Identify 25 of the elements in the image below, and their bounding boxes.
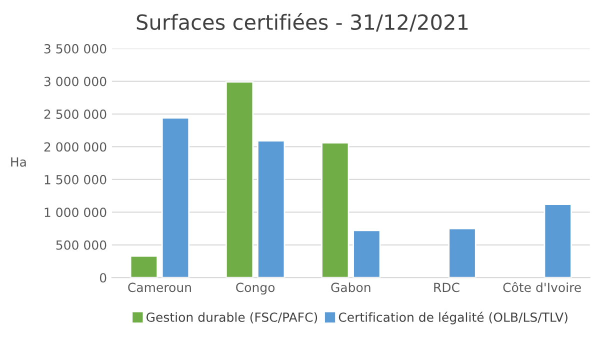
y-tick-label: 1 000 000 [44, 208, 106, 218]
bar [225, 81, 254, 278]
x-tick-label: RDC [434, 282, 460, 292]
y-axis-title: Ha [11, 157, 26, 167]
y-tick-label: 1 500 000 [44, 174, 106, 184]
y-tick-label: 2 000 000 [44, 142, 106, 152]
bar [130, 255, 158, 278]
y-tick-label: 3 000 000 [44, 76, 106, 86]
bar [161, 117, 190, 278]
x-tick-label: Cameroun [128, 282, 191, 292]
bar [321, 142, 350, 278]
chart-title: Surfaces certifiées - 31/12/2021 [136, 13, 468, 32]
y-tick-label: 2 500 000 [44, 109, 106, 119]
x-tick-label: Côte d'Ivoire [503, 282, 581, 292]
bar [257, 140, 286, 278]
y-tick-label: 0 [100, 273, 106, 283]
bar [352, 230, 381, 278]
legend-label: Gestion durable (FSC/PAFC) [146, 312, 318, 324]
bar [544, 204, 572, 278]
x-tick-label: Gabon [331, 282, 370, 292]
y-tick-label: 500 000 [56, 240, 106, 250]
legend-label: Certification de légalité (OLB/LS/TLV) [338, 312, 568, 324]
x-tick-label: Congo [236, 282, 275, 295]
y-tick-label: 3 500 000 [44, 44, 106, 54]
bar [448, 228, 476, 278]
